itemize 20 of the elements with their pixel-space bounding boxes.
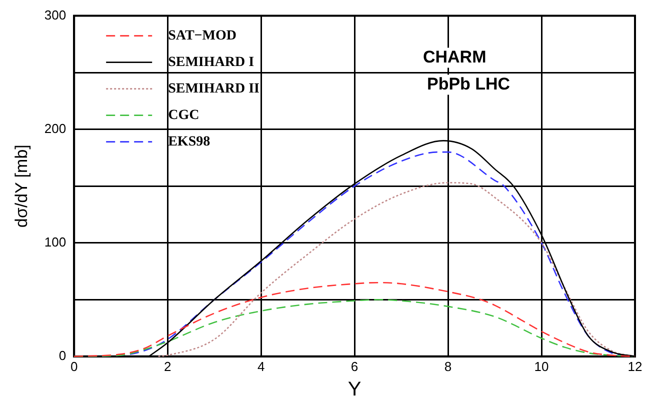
x-tick-label: 0 <box>70 358 78 374</box>
annotation: CHARM <box>422 47 486 66</box>
x-tick-label: 10 <box>534 358 549 374</box>
legend-label: SEMIHARD II <box>168 81 260 96</box>
x-tick-label: 12 <box>628 358 642 374</box>
x-tick-label: 4 <box>257 358 265 374</box>
y-tick-label: 200 <box>44 120 66 136</box>
y-tick-label: 100 <box>44 234 66 250</box>
y-tick-label: 0 <box>58 348 66 363</box>
x-tick-label: 2 <box>164 358 172 374</box>
y-axis-title: dσ/dY [mb] <box>12 144 31 228</box>
legend-label: SEMIHARD I <box>168 54 254 70</box>
x-tick-label: 6 <box>350 358 358 374</box>
annotation: PbPb LHC <box>426 74 510 94</box>
legend-label: SAT−MOD <box>168 28 236 44</box>
x-tick-label: 8 <box>444 358 452 374</box>
legend-label: EKS98 <box>168 134 210 150</box>
x-axis-title: Y <box>348 378 362 401</box>
legend-label: CGC <box>168 108 200 123</box>
y-tick-label: 300 <box>44 7 66 22</box>
